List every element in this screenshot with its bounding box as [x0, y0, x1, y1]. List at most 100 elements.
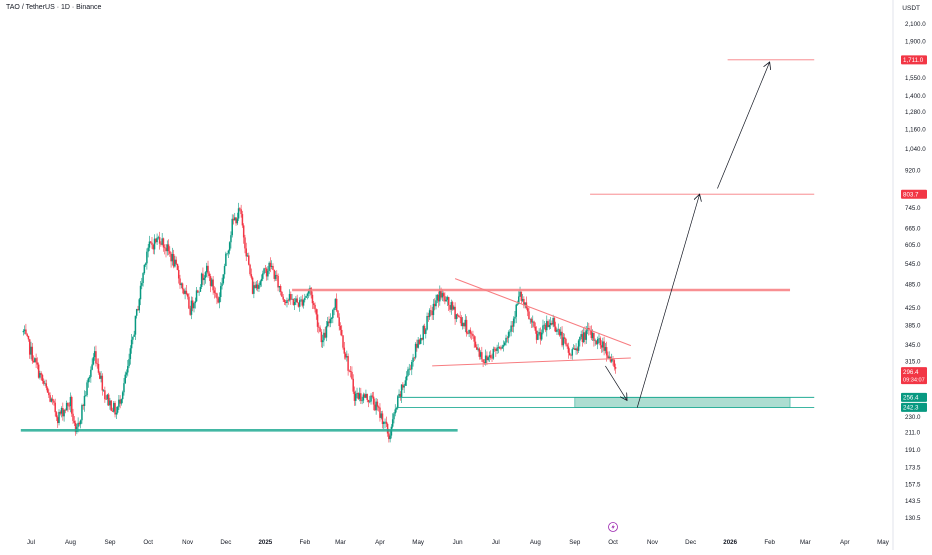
- candle-body: [607, 355, 609, 359]
- candle-body: [74, 422, 77, 433]
- candle-body: [561, 331, 563, 346]
- candle-body: [596, 339, 599, 345]
- y-tick-label: 211.0: [905, 430, 921, 437]
- currency-label[interactable]: USDT: [902, 5, 920, 12]
- candle-body: [475, 347, 478, 350]
- price-label-box: [901, 392, 927, 402]
- candle-body: [226, 253, 228, 254]
- candle-body: [491, 357, 493, 359]
- candle-body: [147, 247, 149, 252]
- x-tick-label: Aug: [65, 539, 77, 546]
- candle-body: [566, 344, 568, 347]
- candle-body: [217, 298, 219, 303]
- candle-body: [436, 294, 439, 301]
- candle-body: [174, 259, 176, 267]
- candle-body: [240, 209, 242, 215]
- candle-body: [254, 285, 256, 289]
- candle-body: [41, 374, 44, 381]
- candle-body: [23, 329, 26, 331]
- candle-body: [152, 244, 155, 250]
- x-tick-label: Sep: [569, 539, 581, 546]
- candle-body: [352, 378, 354, 392]
- candle-body: [34, 358, 36, 363]
- projection-arrow: [636, 194, 699, 408]
- candle-body: [135, 309, 138, 316]
- candle-body: [141, 282, 143, 286]
- candle-body: [232, 218, 235, 221]
- candle-body: [413, 357, 416, 359]
- candle-body: [423, 325, 426, 334]
- candle-body: [501, 346, 503, 349]
- candle-body: [326, 321, 329, 326]
- candle-body: [123, 383, 125, 393]
- candle-body: [520, 291, 523, 301]
- candle-body: [100, 375, 102, 379]
- candle-body: [244, 237, 246, 249]
- candle-body: [338, 317, 340, 326]
- candle-body: [516, 303, 519, 305]
- candle-body: [447, 297, 450, 306]
- candle-body: [379, 407, 381, 418]
- candle-body: [377, 406, 380, 408]
- candle-body: [267, 270, 269, 277]
- candle-body: [31, 346, 34, 361]
- candle-body: [64, 409, 67, 411]
- candle-body: [263, 268, 265, 274]
- y-tick-label: 1,280.0: [905, 109, 926, 116]
- candle-body: [400, 384, 403, 397]
- candle-body: [258, 285, 260, 289]
- candle-body: [528, 311, 530, 320]
- price-label-text: 1,711.0: [903, 57, 924, 64]
- candle-body: [585, 330, 588, 340]
- candle-body: [111, 410, 114, 412]
- candle-body: [185, 290, 188, 295]
- candle-body: [242, 225, 245, 238]
- candle-body: [613, 360, 616, 368]
- candle-body: [87, 378, 90, 383]
- candle-body: [363, 394, 366, 398]
- candle-body: [307, 291, 310, 294]
- candle-body: [579, 336, 581, 341]
- candle-body: [234, 217, 236, 221]
- candle-body: [245, 248, 247, 257]
- candle-body: [133, 334, 135, 337]
- candle-body: [35, 358, 37, 363]
- candle-body: [311, 294, 314, 304]
- x-tick-label: Aug: [530, 539, 542, 546]
- candle-body: [562, 337, 565, 346]
- candle-body: [207, 265, 209, 274]
- candle-body: [427, 316, 430, 318]
- candle-body: [347, 356, 349, 371]
- candle-body: [524, 302, 526, 306]
- candle-body: [175, 259, 177, 264]
- candle-body: [183, 289, 185, 294]
- candle-body: [599, 338, 602, 346]
- candle-body: [65, 402, 68, 411]
- candle-body: [380, 413, 382, 418]
- candle-body: [433, 303, 436, 307]
- candle-body: [570, 355, 572, 356]
- candle-body: [343, 347, 346, 354]
- x-tick-label: 2025: [258, 539, 272, 546]
- candle-body: [353, 391, 356, 401]
- candle-body: [449, 305, 451, 310]
- candle-body: [172, 254, 175, 267]
- candle-body: [104, 390, 106, 400]
- candle-body: [428, 310, 431, 318]
- candle-body: [479, 352, 482, 357]
- price-label-box: [901, 367, 927, 385]
- candle-body: [213, 290, 216, 293]
- candle-body: [407, 369, 409, 376]
- triangle-lower-line: [432, 357, 631, 367]
- candle-body: [458, 315, 460, 318]
- candle-body: [118, 399, 120, 407]
- candle-body: [125, 372, 128, 375]
- candle-body: [167, 244, 170, 252]
- candle-body: [505, 337, 507, 343]
- candle-body: [251, 277, 254, 294]
- y-tick-label: 157.5: [905, 482, 921, 489]
- candle-body: [181, 283, 184, 290]
- candle-body: [417, 339, 419, 348]
